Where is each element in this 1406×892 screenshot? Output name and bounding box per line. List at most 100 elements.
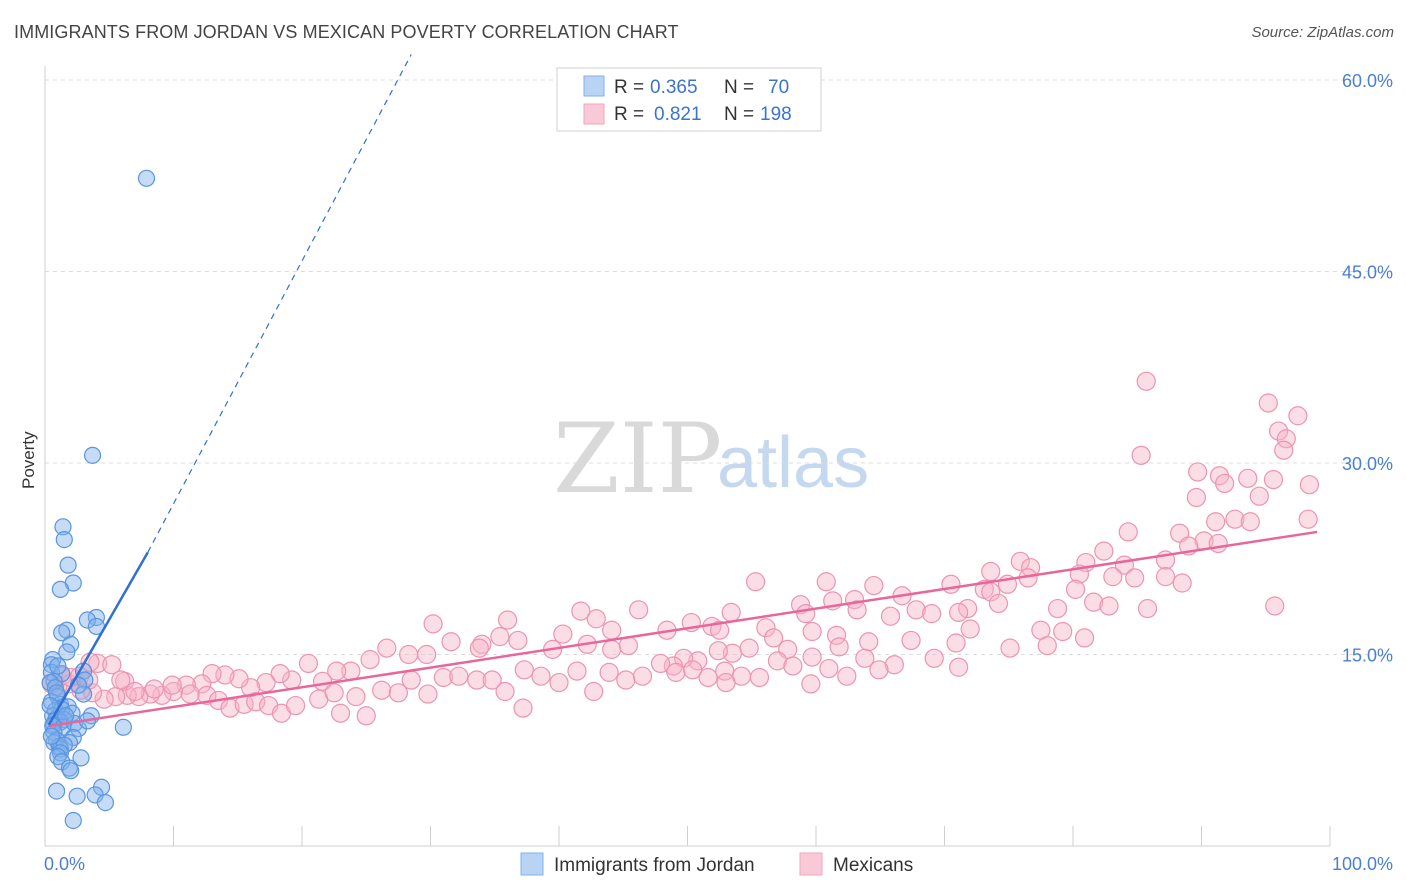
mexicans-point [449, 666, 469, 686]
x-tick-labels: 0.0% 100.0% [44, 854, 1393, 874]
mexicans-point [586, 609, 606, 629]
jordan-point [59, 556, 77, 574]
trendlines [47, 54, 1318, 728]
mexicans-point [650, 653, 671, 674]
y-tick-label-1: 30.0% [1342, 454, 1393, 474]
mexicans-point [988, 593, 1009, 614]
bottom-legend-label-mexicans: Mexicans [833, 855, 913, 876]
mexicans-point [629, 600, 649, 620]
bottom-legend-swatch-jordan [520, 852, 544, 876]
mexicans-point [1010, 551, 1030, 571]
mexicans-trendline [48, 530, 1318, 728]
x-tick-label-0: 0.0% [44, 854, 85, 874]
mexicans-point [1288, 406, 1308, 426]
jordan-point [114, 718, 132, 736]
jordan-trendline [47, 551, 149, 726]
mexicans-point [941, 574, 961, 594]
mexicans-point [94, 689, 114, 709]
jordan-point [78, 611, 97, 629]
jordan-point [68, 787, 86, 805]
mexicans-point [802, 647, 822, 667]
mexicans-point [469, 638, 489, 658]
mexicans-point [801, 674, 821, 694]
legend-r-value-1: 0.365 [650, 77, 698, 98]
mexicans-point [1299, 475, 1320, 495]
y-tick-label-3: 60.0% [1342, 71, 1393, 91]
mexicans-point [855, 648, 875, 668]
mexicans-point [399, 644, 419, 665]
watermark: ZIP atlas [553, 403, 869, 515]
mexicans-point [783, 656, 803, 676]
bottom-legend-label-jordan: Immigrants from Jordan [554, 855, 755, 876]
mexicans-point [708, 641, 728, 661]
mexicans-point [746, 572, 766, 592]
jordan-point [58, 643, 76, 661]
mexicans-point [144, 679, 164, 699]
y-tick-labels: 15.0% 30.0% 45.0% 60.0% [1342, 71, 1393, 666]
jordan-point [72, 749, 90, 767]
mexicans-point [270, 664, 290, 684]
mexicans-point [324, 683, 344, 703]
mexicans-point [1186, 487, 1206, 508]
mexicans-point [423, 614, 443, 634]
mexicans-point [1215, 473, 1235, 494]
mexicans-point [949, 602, 969, 622]
jordan-point [41, 696, 59, 715]
mexicans-point [1258, 393, 1278, 413]
mexicans-point [1047, 598, 1068, 619]
jordan-point [54, 518, 72, 536]
mexicans-point [1238, 468, 1258, 488]
legend-swatch-mexicans [583, 103, 605, 125]
mexicans-point [819, 658, 839, 679]
mexicans-point [197, 685, 217, 705]
jordan-point [55, 530, 73, 549]
mexicans-point [330, 703, 351, 723]
mexicans-point [111, 670, 131, 690]
legend-r-label-1: R = [614, 77, 644, 98]
jordan-point [137, 169, 156, 187]
mexicans-point [229, 669, 249, 689]
mexicans-point [602, 620, 622, 640]
mexicans-point [88, 653, 108, 674]
mexicans-point [441, 632, 461, 652]
x-tick-label-1: 100.0% [1332, 854, 1393, 874]
mexicans-point [884, 655, 904, 675]
mexicans-point [1136, 371, 1156, 391]
mexicans-point [377, 638, 397, 658]
mexicans-point [549, 672, 569, 693]
mexicans-point [796, 604, 816, 624]
jordan-point [74, 685, 93, 703]
jordan-point [42, 727, 61, 745]
jordan-point [64, 811, 82, 830]
jordan-point [51, 580, 70, 598]
legend-r-value-2: 0.821 [654, 104, 702, 125]
mexicans-point [960, 619, 980, 639]
mexicans-point [1263, 469, 1284, 490]
mexicans-point [632, 666, 653, 686]
mexicans-point [756, 618, 776, 638]
mexicans-point [721, 602, 741, 622]
legend-n-label-2: N = [724, 104, 754, 125]
mexicans-point [599, 662, 619, 682]
jordan-point [83, 446, 102, 464]
mexicans-point [498, 610, 518, 630]
mexicans-point [584, 681, 604, 702]
mexicans-point [467, 670, 487, 690]
mexicans-point [767, 651, 788, 671]
mexicans-point [837, 666, 857, 686]
mexicans-point [360, 650, 380, 670]
mexicans-point [816, 572, 836, 592]
mexicans-point [514, 660, 534, 680]
mexicans-point [946, 633, 966, 653]
legend-bottom: Immigrants from Jordan Mexicans [520, 852, 913, 876]
mexicans-point [285, 695, 306, 716]
y-axis-label: Poverty [19, 431, 38, 489]
mexicans-point [372, 680, 392, 700]
mexicans-point [298, 653, 319, 674]
mexicans-point [508, 630, 528, 651]
mexicans-point [482, 670, 502, 690]
mexicans-point [1131, 445, 1151, 465]
mexicans-point [346, 687, 366, 707]
mexicans-point [1000, 638, 1020, 658]
